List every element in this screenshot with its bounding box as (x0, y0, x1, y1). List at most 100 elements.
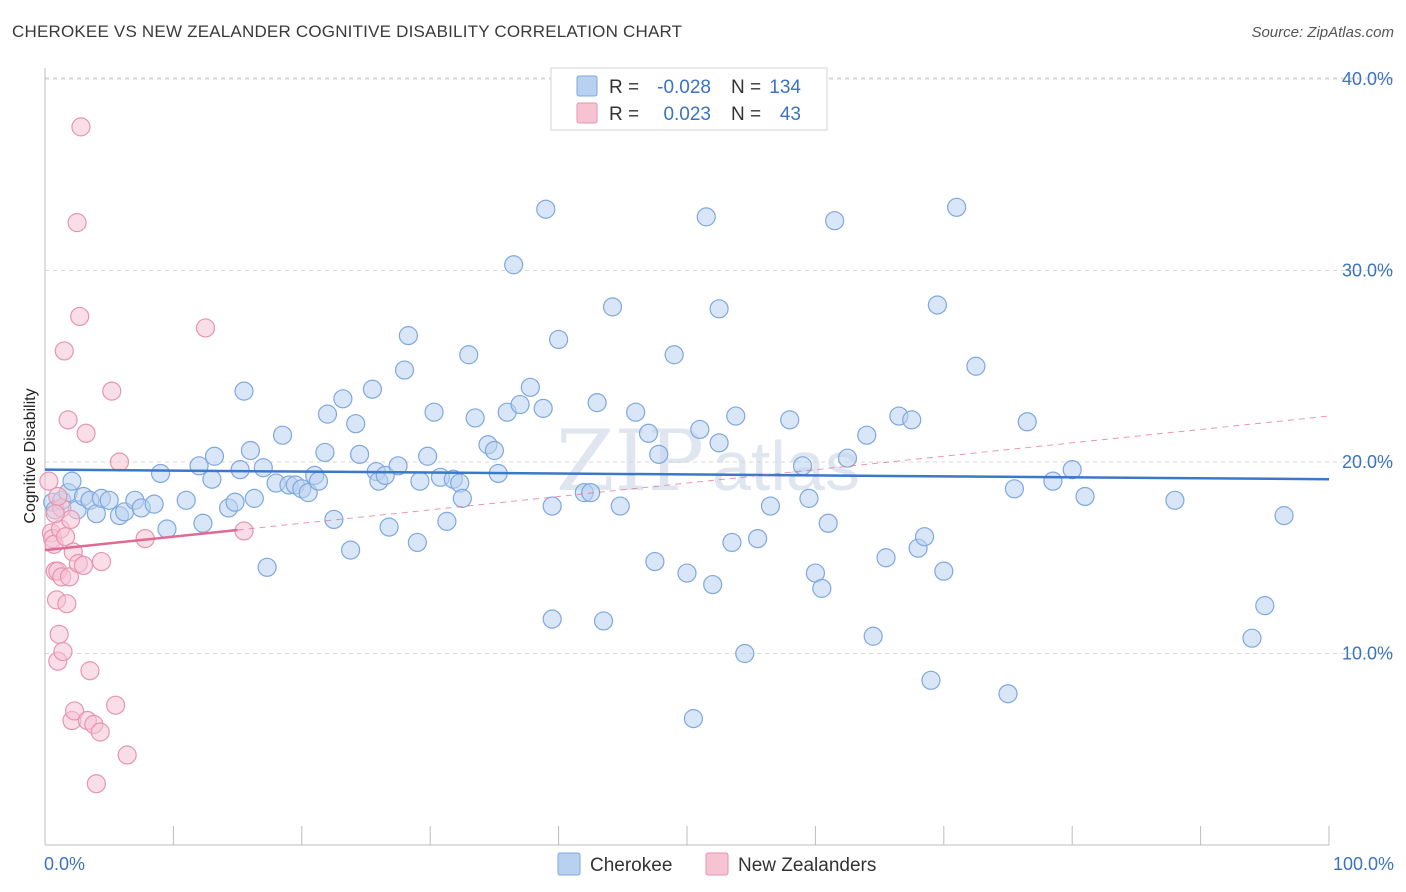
x-ticks (44, 826, 1330, 845)
point-nz-16 (58, 410, 78, 430)
point-nz-8 (49, 624, 69, 644)
point-cherokee-29 (253, 458, 273, 478)
trend-lines (44, 415, 1330, 552)
point-cherokee-10 (99, 490, 119, 510)
point-cherokee-97 (735, 643, 755, 664)
point-cherokee-43 (340, 540, 361, 560)
point-cherokee-80 (593, 611, 614, 631)
point-nz-13 (54, 341, 74, 361)
point-cherokee-85 (645, 551, 665, 572)
point-cherokee-16 (150, 463, 171, 484)
point-cherokee-102 (799, 488, 819, 508)
point-cherokee-129 (1274, 506, 1294, 526)
point-cherokee-81 (602, 297, 623, 317)
point-cherokee-63 (459, 345, 479, 365)
point-nz-21 (64, 701, 85, 721)
point-cherokee-100 (780, 410, 800, 430)
legend-n-value-2: 43 (780, 104, 801, 125)
point-cherokee-90 (690, 419, 710, 440)
y-tick-label-40: 40.0% (1342, 69, 1393, 89)
point-cherokee-126 (1165, 490, 1185, 510)
point-nz-33 (91, 551, 112, 572)
legend-series: Cherokee New Zealanders (557, 852, 876, 876)
point-cherokee-54 (407, 532, 427, 553)
trend-line-cherokee (44, 468, 1330, 481)
grid (45, 77, 1393, 654)
point-nz-26 (73, 555, 94, 576)
point-cherokee-46 (362, 379, 383, 399)
legend-bottom-label-cherokee: Cherokee (590, 855, 672, 876)
trend-line-nz-solid (44, 528, 238, 552)
point-cherokee-59 (437, 511, 457, 531)
point-cherokee-27 (240, 440, 261, 461)
point-cherokee-83 (626, 402, 646, 422)
point-cherokee-24 (225, 492, 245, 512)
point-cherokee-72 (533, 398, 553, 418)
legend-bottom-swatch-nz (705, 852, 729, 876)
point-cherokee-18 (176, 490, 196, 510)
point-cherokee-120 (998, 684, 1018, 704)
point-cherokee-110 (876, 548, 896, 568)
point-cherokee-19 (189, 456, 209, 476)
point-cherokee-106 (825, 211, 845, 231)
legend-bottom-swatch-cherokee (557, 852, 581, 876)
trend-line-nz-dashed (237, 415, 1330, 531)
point-cherokee-127 (1242, 628, 1262, 648)
legend-stats: R = -0.028 N = 134 R = 0.023 N = 43 (550, 67, 828, 131)
point-cherokee-92 (703, 574, 723, 595)
point-cherokee-119 (966, 356, 986, 376)
y-axis-title: Cognitive Disability (22, 388, 39, 523)
point-nz-15 (57, 594, 77, 614)
legend-r-value-1: -0.028 (657, 77, 711, 98)
point-cherokee-91 (696, 207, 716, 227)
point-cherokee-40 (317, 404, 338, 424)
point-cherokee-104 (812, 578, 832, 598)
point-nz-27 (76, 423, 96, 443)
point-cherokee-66 (484, 440, 504, 461)
watermark-atlas: atlas (712, 427, 860, 505)
point-cherokee-53 (398, 326, 418, 346)
point-nz-35 (106, 695, 126, 715)
point-cherokee-114 (914, 527, 935, 547)
point-cherokee-118 (947, 197, 967, 217)
y-tick-label-10: 10.0% (1342, 644, 1393, 664)
point-cherokee-38 (308, 471, 329, 491)
point-cherokee-82 (610, 496, 630, 516)
point-nz-34 (102, 381, 122, 401)
point-cherokee-87 (664, 345, 684, 365)
point-cherokee-79 (587, 393, 607, 413)
y-tick-label-30: 30.0% (1342, 261, 1393, 281)
point-cherokee-93 (709, 299, 729, 319)
point-cherokee-86 (649, 444, 669, 464)
point-nz-29 (80, 661, 100, 681)
point-nz-32 (90, 722, 110, 742)
point-cherokee-17 (157, 519, 177, 539)
point-nz-25 (71, 117, 91, 137)
point-nz-37 (117, 745, 137, 765)
point-cherokee-95 (722, 532, 742, 553)
legend-bottom-label-nz: New Zealanders (738, 855, 876, 876)
point-cherokee-22 (204, 446, 225, 466)
point-cherokee-56 (418, 446, 438, 466)
point-cherokee-32 (272, 425, 293, 445)
point-cherokee-69 (504, 255, 524, 275)
x-tick-label-0: 0.0% (44, 854, 85, 874)
point-cherokee-70 (510, 394, 530, 415)
point-cherokee-76 (548, 329, 569, 350)
point-cherokee-108 (857, 425, 877, 445)
chart-source: Source: ZipAtlas.com (1251, 24, 1394, 41)
point-cherokee-88 (677, 563, 697, 583)
legend-r-label-2: R = (609, 104, 639, 125)
point-cherokee-57 (424, 402, 444, 422)
point-cherokee-74 (542, 496, 562, 516)
point-cherokee-112 (902, 410, 922, 430)
point-cherokee-51 (388, 456, 408, 476)
point-cherokee-15 (144, 494, 164, 514)
point-cherokee-124 (1062, 460, 1082, 480)
point-cherokee-41 (324, 509, 344, 530)
legend-n-label-2: N = (731, 104, 761, 125)
point-cherokee-98 (748, 528, 768, 549)
x-tick-label-100: 100.0% (1333, 854, 1394, 874)
point-nz-31 (86, 774, 106, 794)
point-cherokee-30 (257, 557, 277, 577)
